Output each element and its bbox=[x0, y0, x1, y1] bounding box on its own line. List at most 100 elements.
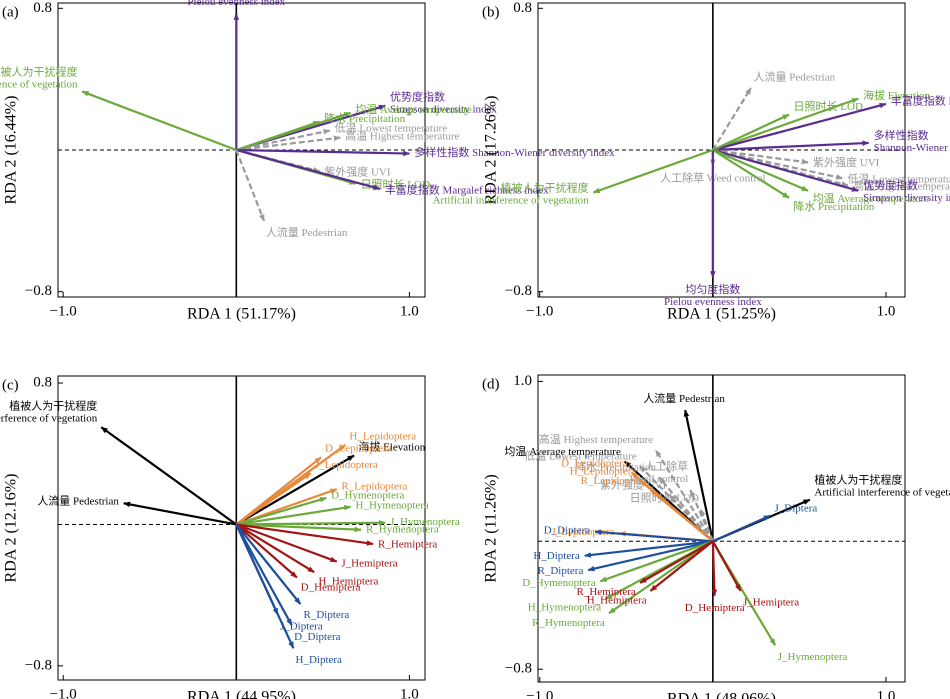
vector-label: 降水 Precipitation bbox=[324, 111, 405, 125]
vector-label: Artificial interference of vegetation bbox=[0, 413, 98, 425]
vector-label: R_Hemiptera bbox=[378, 538, 437, 550]
vector-label: 多样性指数 Shannon-Wiener diversity index bbox=[414, 145, 615, 159]
x-axis-label: RDA 1 (48.06%) bbox=[667, 691, 776, 699]
y-tick-label: −0.8 bbox=[505, 283, 532, 299]
vector-label: 均温 Average temperature bbox=[504, 445, 621, 458]
vector-label: Pielou evenness index bbox=[664, 296, 762, 308]
loading-arrow bbox=[711, 87, 752, 151]
loading-arrow bbox=[584, 540, 713, 558]
loading-arrow bbox=[712, 148, 809, 165]
vector-label: 低温 Lowest temperature bbox=[335, 122, 448, 135]
y-tick-label: −0.8 bbox=[25, 657, 52, 673]
vector-label: 多样性指数 bbox=[874, 128, 929, 142]
panel: (c) −1.0 1.0 −0.8 0.8 RDA 1 (44.95%) RDA 2 (12… bbox=[0, 375, 460, 699]
loading-arrow bbox=[235, 523, 315, 574]
loading-arrow bbox=[712, 514, 771, 543]
loading-arrow bbox=[235, 454, 355, 526]
vector-label: 海拔 Elevation bbox=[358, 440, 425, 454]
vector-label: 紫外强度 UVI bbox=[324, 165, 391, 179]
vector-label: D_Lepidoptera bbox=[561, 458, 628, 470]
x-tick-label: 1.0 bbox=[877, 303, 896, 319]
y-axis-label: RDA 2 (12.16%) bbox=[3, 474, 20, 583]
loading-arrow bbox=[236, 148, 411, 157]
loading-arrow bbox=[236, 129, 331, 152]
loading-arrow bbox=[236, 523, 374, 546]
y-axis-label: RDA 2 (16.44%) bbox=[3, 96, 20, 205]
loading-arrow bbox=[668, 494, 714, 543]
vector-label: D_Diptera bbox=[544, 525, 591, 537]
vector-label: 均温 Average temperature bbox=[813, 192, 930, 205]
vector-label: 均匀度指数 bbox=[685, 282, 740, 296]
vector-label: H_Hymenoptera bbox=[356, 499, 429, 511]
loading-arrow bbox=[594, 529, 713, 543]
y-tick-label: 0.8 bbox=[33, 0, 52, 16]
loading-arrow bbox=[712, 149, 790, 199]
y-tick-label: −0.8 bbox=[505, 661, 532, 677]
vector-label: Artificial interference of vegetation bbox=[814, 486, 950, 498]
panel-label: (b) bbox=[482, 4, 500, 20]
vector-label: 低温 Lowest temperature bbox=[524, 450, 637, 463]
vector-label: 植被人为干扰程度 bbox=[9, 399, 97, 413]
x-tick-label: 1.0 bbox=[877, 688, 896, 699]
panel: (a) −1.0 1.0 −0.8 0.8 RDA 1 (51.17%) RDA 2 (16… bbox=[0, 0, 615, 323]
y-tick-label: 1.0 bbox=[513, 373, 532, 389]
vector-label: 日照时长 LOD bbox=[630, 491, 699, 504]
vector-label: Shannon-Wiener diversity index bbox=[874, 142, 950, 154]
loading-arrow bbox=[711, 540, 742, 592]
panel: (b) −1.0 1.0 −0.8 0.8 RDA 1 (51.25%) RDA 2 (17… bbox=[433, 0, 950, 323]
x-tick-label: 1.0 bbox=[400, 303, 419, 319]
loading-arrow bbox=[712, 102, 887, 152]
vector-label: 人流量 Pedestrian bbox=[37, 493, 119, 507]
loading-arrow bbox=[235, 523, 298, 579]
y-tick-label: 0.8 bbox=[513, 0, 532, 16]
vector-label: 丰富度指数 Margalef richness index bbox=[385, 182, 549, 196]
x-tick-label: −1.0 bbox=[526, 688, 553, 699]
vector-label: J_Diptera bbox=[775, 502, 818, 514]
vector-label: 高温 Highest temperature bbox=[345, 128, 459, 142]
vector-label: H_Hemiptera bbox=[587, 595, 647, 607]
loading-arrow bbox=[649, 489, 714, 543]
loading-arrow bbox=[592, 148, 714, 194]
x-axis-label: RDA 1 (51.17%) bbox=[187, 306, 296, 323]
vector-label: H_Lepidoptera bbox=[349, 430, 416, 442]
vector-label: 均温 Average temperature bbox=[355, 103, 472, 116]
vector-label: 人流量 Pedestrian bbox=[266, 225, 348, 239]
loading-arrow bbox=[123, 501, 237, 526]
vector-label: 优势度指数 bbox=[863, 178, 918, 192]
vector-label: 高温 Highest temperature bbox=[853, 179, 950, 193]
x-tick-label: −1.0 bbox=[50, 686, 77, 699]
loading-arrow bbox=[712, 148, 809, 192]
x-tick-label: −1.0 bbox=[50, 303, 77, 319]
vector-label: R_Hymenoptera bbox=[532, 617, 605, 629]
loading-arrow bbox=[235, 472, 312, 526]
loading-arrow bbox=[235, 149, 266, 222]
loading-arrow bbox=[236, 148, 381, 191]
vector-label: Artificial interference of vegetation bbox=[433, 194, 590, 206]
vector-label: 植被人为干扰程度 bbox=[501, 180, 589, 194]
vector-label: J_Hemiptera bbox=[743, 597, 799, 609]
loading-arrow bbox=[81, 90, 237, 152]
loading-arrow bbox=[236, 504, 352, 526]
vector-label: H_Hymenoptera bbox=[528, 602, 601, 614]
vector-label: D_Diptera bbox=[294, 631, 341, 643]
vector-label: 植被人为干扰程度 bbox=[814, 472, 902, 486]
loading-arrow bbox=[236, 523, 362, 533]
vector-label: Simpson diversity index bbox=[390, 103, 497, 115]
vector-label: R_Hymenoptera bbox=[366, 524, 439, 536]
loading-arrow bbox=[235, 120, 321, 152]
vector-label: R_Diptera bbox=[538, 565, 584, 577]
plot-frame bbox=[57, 375, 426, 681]
y-axis-label: RDA 2 (11.26%) bbox=[483, 474, 500, 582]
x-tick-label: −1.0 bbox=[526, 303, 553, 319]
loading-arrow bbox=[712, 140, 870, 152]
vector-label: 日照时长 LOD bbox=[794, 100, 863, 113]
vector-label: 人工除草 bbox=[644, 459, 688, 473]
panel-label: (d) bbox=[482, 376, 500, 392]
vector-label: R_Lepidoptera bbox=[341, 480, 407, 492]
vector-label: 人流量 Pedestrian bbox=[754, 70, 836, 84]
plot-frame bbox=[537, 374, 906, 683]
vector-label: R_Lepidoptera bbox=[581, 475, 647, 487]
vector-label: 低温 Lowest temperature bbox=[848, 172, 950, 185]
loading-arrow bbox=[711, 541, 718, 597]
